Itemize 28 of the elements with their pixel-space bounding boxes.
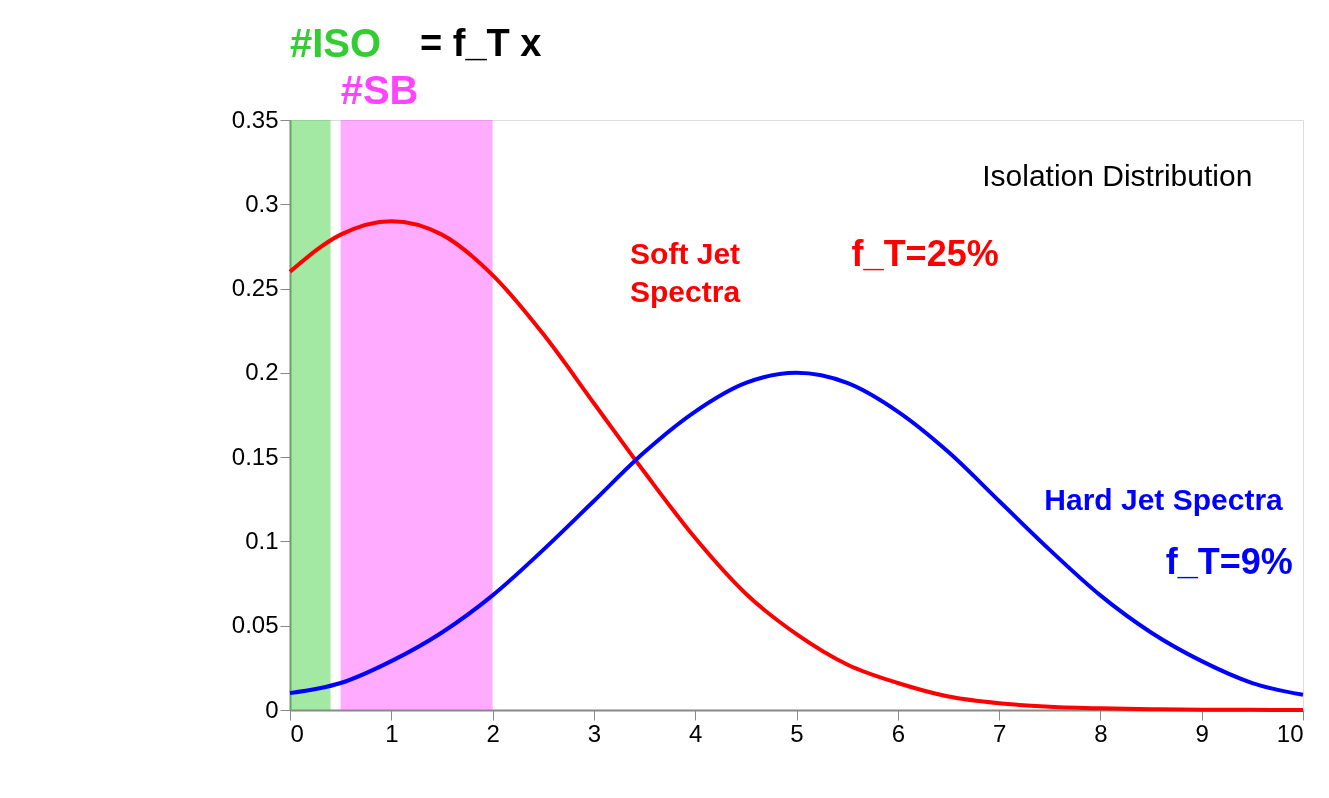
x-tick-label: 4: [689, 719, 703, 747]
x-tick-label: 2: [486, 719, 500, 747]
x-tick-label: 5: [790, 719, 804, 747]
x-tick-label: 3: [587, 719, 602, 747]
series-label: Hard Jet Spectra: [1044, 482, 1284, 516]
annotation: Isolation Distribution: [982, 159, 1253, 193]
y-tick-label: 0.2: [245, 358, 279, 386]
x-tick-label: 8: [1094, 719, 1108, 747]
band-label: #ISO: [290, 21, 382, 65]
y-tick-label: 0.05: [231, 611, 279, 639]
text: Soft Jet Spectra: [630, 236, 741, 308]
y-tick-label: 0.1: [245, 526, 279, 554]
x-tick-label: 0: [290, 719, 304, 747]
line-series: [288, 370, 1305, 697]
x-tick-label: 7: [992, 719, 1007, 747]
x-tick-label: 9: [1195, 719, 1209, 747]
y-tick-label: 0: [265, 695, 279, 723]
band-label: #SB: [340, 68, 419, 112]
y-tick-label: 0.15: [231, 442, 279, 470]
annotation: f_T=25%: [851, 232, 999, 274]
annotation: f_T=9%: [1165, 541, 1293, 583]
x-tick-label: 6: [891, 719, 905, 747]
x-tick-label: 1: [385, 719, 399, 747]
y-tick-label: 0.35: [231, 105, 279, 133]
text: = f_T x: [420, 22, 542, 64]
y-tick-label: 0.3: [245, 189, 279, 217]
y-tick-label: 0.25: [231, 274, 279, 302]
x-tick-label: 10: [1276, 719, 1304, 747]
